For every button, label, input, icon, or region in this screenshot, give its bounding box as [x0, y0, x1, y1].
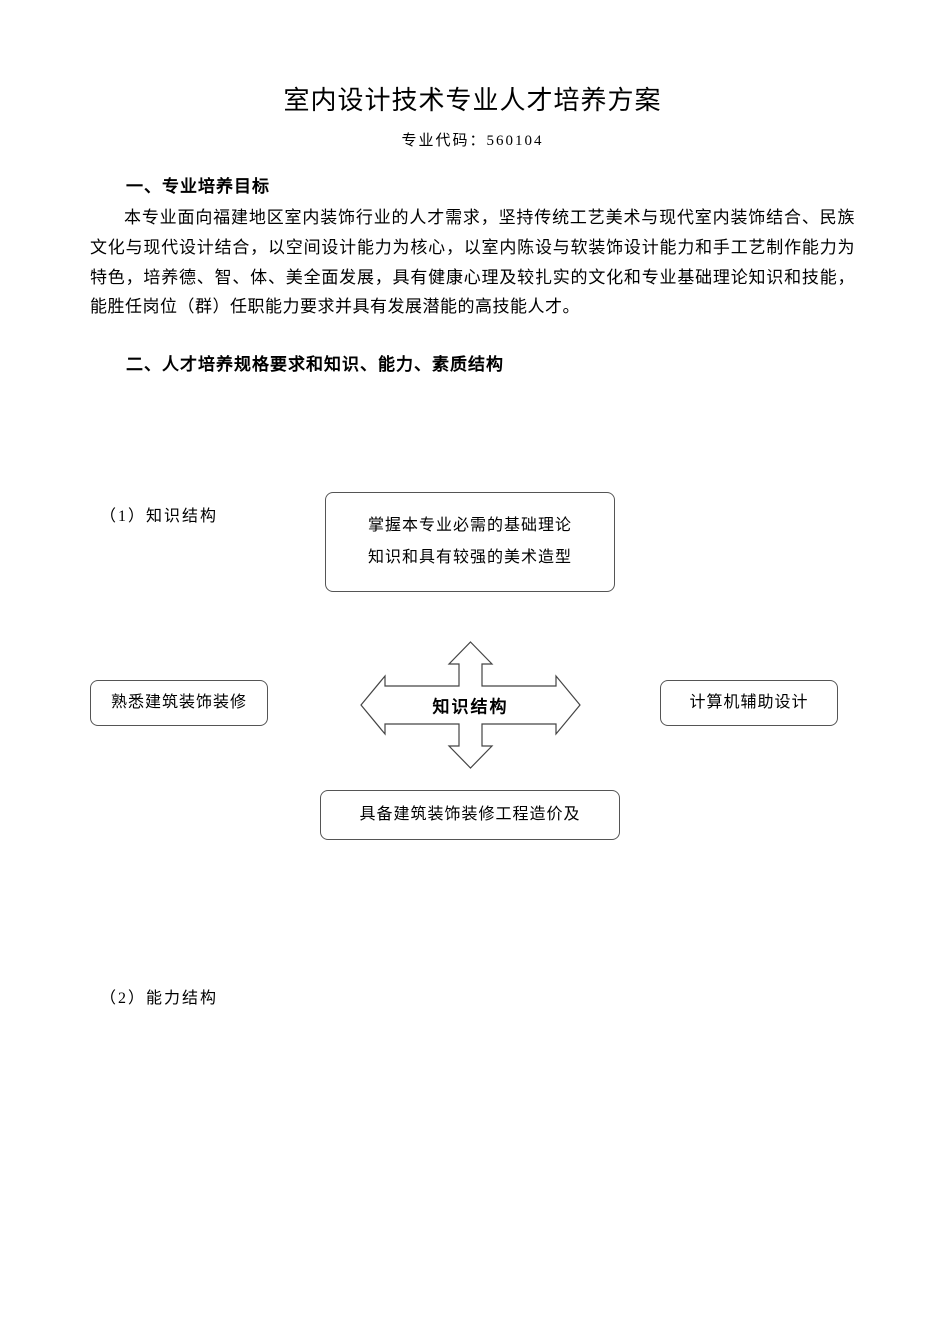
section-1-body: 本专业面向福建地区室内装饰行业的人才需求，坚持传统工艺美术与现代室内装饰结合、民…	[90, 203, 855, 322]
node-top: 掌握本专业必需的基础理论 知识和具有较强的美术造型	[325, 492, 615, 592]
subsection-2-label: （2）能力结构	[100, 984, 218, 1008]
page-title: 室内设计技术专业人才培养方案	[90, 80, 855, 117]
node-bottom-text: 具备建筑装饰装修工程造价及	[359, 799, 580, 831]
section-2-heading: 二、人才培养规格要求和知识、能力、素质结构	[126, 350, 855, 375]
knowledge-structure-diagram: 掌握本专业必需的基础理论 知识和具有较强的美术造型 熟悉建筑装饰装修 计算机辅助…	[90, 470, 855, 870]
node-top-line2: 知识和具有较强的美术造型	[368, 542, 572, 574]
node-right: 计算机辅助设计	[660, 680, 838, 726]
page-subtitle: 专业代码：560104	[90, 129, 855, 150]
node-right-text: 计算机辅助设计	[689, 687, 808, 719]
node-left-text: 熟悉建筑装饰装修	[111, 687, 247, 719]
node-left: 熟悉建筑装饰装修	[90, 680, 268, 726]
section-1-heading: 一、专业培养目标	[126, 172, 855, 197]
node-bottom: 具备建筑装饰装修工程造价及	[320, 790, 620, 840]
node-top-line1: 掌握本专业必需的基础理论	[368, 510, 572, 542]
center-label: 知识结构	[433, 693, 509, 718]
center-cross: 知识结构	[358, 640, 583, 770]
